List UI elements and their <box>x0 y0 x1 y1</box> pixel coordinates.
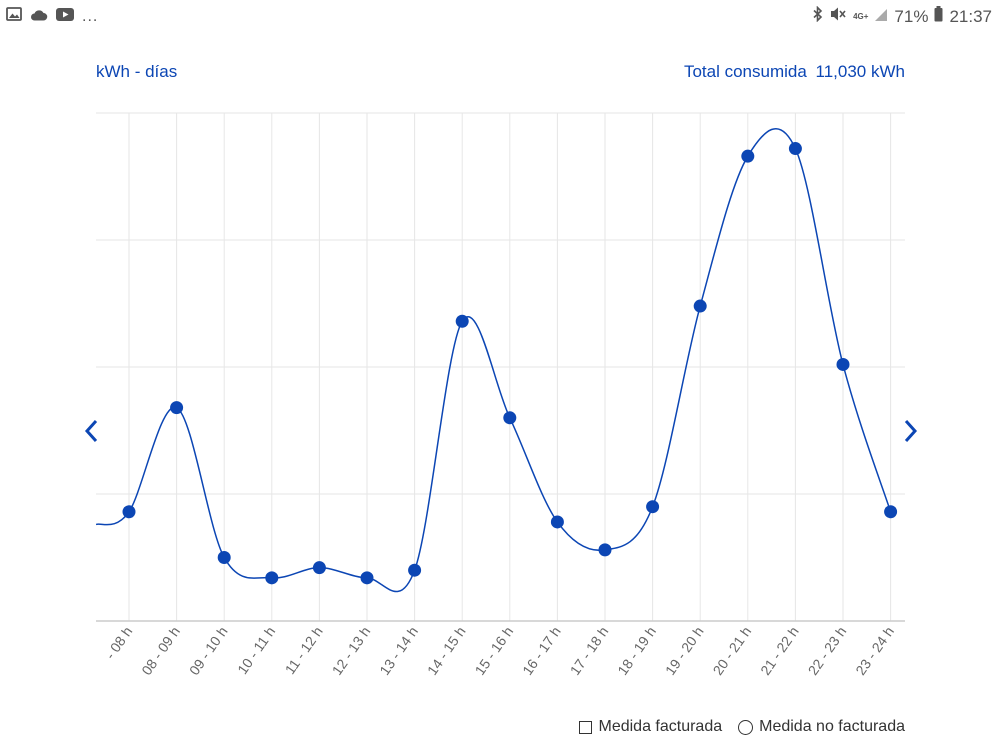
total-value: 11,030 kWh <box>815 62 905 81</box>
data-point <box>170 401 184 415</box>
data-point <box>788 142 802 156</box>
x-tick-label: 07 - 08 h <box>91 624 136 678</box>
data-point <box>312 561 326 575</box>
battery-icon <box>934 6 943 27</box>
chevron-left-icon <box>84 419 98 443</box>
data-point <box>503 411 517 425</box>
x-tick-label: 09 - 10 h <box>186 624 231 678</box>
network-type: 4G+ <box>853 11 869 21</box>
data-point <box>836 357 850 371</box>
previous-day-button[interactable] <box>80 416 104 446</box>
x-tick-label: 12 - 13 h <box>329 624 374 678</box>
chart-legend: Medida facturada Medida no facturada <box>579 718 905 736</box>
data-point <box>884 505 898 519</box>
data-point <box>360 571 374 585</box>
legend-not-billed[interactable]: Medida no facturada <box>738 718 905 736</box>
data-point <box>265 571 279 585</box>
x-tick-label: 17 - 18 h <box>567 624 612 678</box>
next-day-button[interactable] <box>898 416 922 446</box>
legend-billed-label: Medida facturada <box>598 718 723 735</box>
data-point <box>455 314 469 328</box>
x-tick-label: 15 - 16 h <box>471 624 516 678</box>
cloud-icon <box>30 8 48 26</box>
total-consumption: Total consumida 11,030 kWh <box>680 62 905 82</box>
more-notifications: ... <box>82 7 99 25</box>
status-bar: ... 4G+ 71% 21:37 <box>0 0 1000 34</box>
x-tick-label: 23 - 24 h <box>852 624 897 678</box>
signal-icon <box>874 7 888 27</box>
x-tick-label: 19 - 20 h <box>662 624 707 678</box>
legend-not-billed-label: Medida no facturada <box>759 718 905 735</box>
x-tick-label: 22 - 23 h <box>805 624 850 678</box>
data-point <box>741 149 755 163</box>
circle-icon <box>738 719 754 735</box>
data-point <box>122 505 136 519</box>
data-point <box>693 299 707 313</box>
x-tick-label: 14 - 15 h <box>424 624 469 678</box>
youtube-icon <box>56 7 74 26</box>
data-point <box>598 543 612 557</box>
clock: 21:37 <box>949 6 992 26</box>
chart-unit-label: kWh - días <box>96 62 178 81</box>
x-tick-label: 11 - 12 h <box>282 624 326 678</box>
series-line <box>96 127 892 593</box>
x-tick-label: 08 - 09 h <box>138 624 183 678</box>
x-tick-label: 13 - 14 h <box>376 624 421 678</box>
square-icon <box>579 720 593 734</box>
x-tick-label: 21 - 22 h <box>757 624 802 678</box>
data-point <box>408 563 422 577</box>
x-tick-label: 16 - 17 h <box>519 624 564 678</box>
bluetooth-icon <box>813 5 823 27</box>
data-point <box>646 500 660 514</box>
chevron-right-icon <box>904 419 918 443</box>
x-tick-label: 20 - 21 h <box>709 624 754 678</box>
data-point <box>550 515 564 529</box>
x-tick-label: 18 - 19 h <box>614 624 659 678</box>
battery-percent: 71% <box>894 6 929 26</box>
mute-icon <box>829 6 847 27</box>
image-icon <box>6 7 22 26</box>
total-label: Total consumida <box>683 62 807 81</box>
data-point <box>217 551 231 564</box>
x-tick-label: 10 - 11 h <box>234 624 278 678</box>
legend-billed[interactable]: Medida facturada <box>579 718 722 736</box>
